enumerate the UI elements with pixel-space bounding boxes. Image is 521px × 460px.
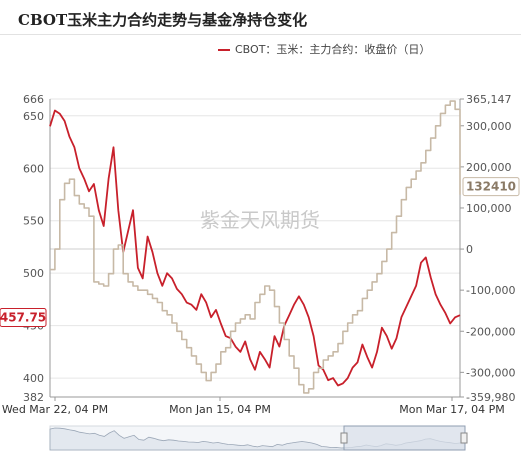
navigator-selection[interactable] (343, 425, 466, 451)
navigator-right-handle[interactable] (460, 432, 468, 444)
price-value-label: 457.75 (0, 311, 46, 325)
series-position-line[interactable] (50, 100, 461, 394)
position-value-label: 132410 (466, 180, 516, 194)
legend[interactable]: CBOT：玉米：主力合约：收盘价（日） (218, 41, 430, 57)
left-axis-tick-label: 666 (23, 93, 44, 106)
series-price-line[interactable] (49, 109, 461, 387)
right-axis-tick-label: 365,147 (466, 93, 512, 106)
x-axis-tick-label: Wed Mar 22, 04 PM (2, 403, 108, 416)
right-axis-tick-label: 100,000 (466, 202, 512, 215)
chart-title: CBOT玉米主力合约走势与基金净持仓变化 (18, 11, 308, 29)
watermark: 紫金天风期货 (200, 208, 320, 232)
right-axis-tick-label: 0 (466, 243, 473, 256)
title-divider (0, 34, 521, 35)
left-axis-tick-label: 550 (23, 215, 44, 228)
right-axis-tick-label: -100,000 (466, 284, 515, 297)
legend-swatch-price (218, 49, 230, 51)
price-value-badge (0, 308, 47, 328)
left-axis-tick-label: 650 (23, 110, 44, 123)
left-axis-tick-label: 382 (23, 391, 44, 404)
legend-label-price: CBOT：玉米：主力合约：收盘价（日） (235, 43, 431, 56)
left-axis-tick-label: 500 (23, 267, 44, 280)
left-axis-tick-label: 600 (23, 162, 44, 175)
right-axis-tick-label: -200,000 (466, 325, 515, 338)
right-axis-tick-label: -300,000 (466, 366, 515, 379)
right-axis-tick-label: 300,000 (466, 120, 512, 133)
right-axis-tick-label: -359,980 (466, 391, 515, 404)
x-axis-tick-label: Mon Jan 15, 04 PM (169, 403, 271, 416)
navigator-left-handle[interactable] (340, 432, 348, 444)
position-value-badge (462, 177, 520, 197)
right-axis-tick-label: 200,000 (466, 161, 512, 174)
x-axis-tick-label: Mon Mar 17, 04 PM (399, 403, 505, 416)
left-axis-tick-label: 400 (23, 372, 44, 385)
